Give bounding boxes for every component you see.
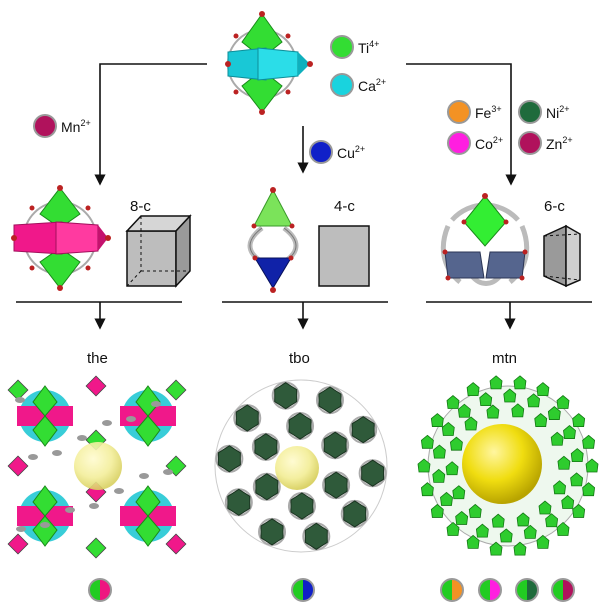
co-ion-dot: [447, 131, 471, 155]
co-ion-label: Co2+: [475, 135, 504, 152]
middle-sbu: [247, 187, 299, 293]
ti-symbol: Ti: [358, 40, 370, 56]
connectivity-4c-label: 4-c: [334, 198, 355, 215]
zn-symbol: Zn: [546, 136, 563, 152]
ni-ion-dot: [518, 100, 542, 124]
zn-ion-dot: [518, 131, 542, 155]
separators: [16, 301, 592, 330]
pie-markers: [88, 578, 575, 602]
ca-charge: 2+: [375, 77, 387, 87]
ti-ion-dot: [330, 35, 354, 59]
net-mtn-label: mtn: [492, 350, 518, 367]
square-node-shape: [318, 225, 370, 287]
net-tbo-label: tbo: [289, 350, 310, 367]
cu-ion-dot: [309, 140, 333, 164]
cu-ion-label: Cu2+: [337, 144, 366, 161]
branch-connectors: [94, 63, 517, 186]
right-sbu: [440, 193, 530, 286]
mn-ion-label: Mn2+: [61, 118, 91, 135]
cu-charge: 2+: [354, 144, 366, 154]
framework-tbo: [214, 379, 388, 553]
pie-marker: [551, 578, 575, 602]
pie-marker: [440, 578, 464, 602]
pie-marker: [291, 578, 315, 602]
ca-ion-dot: [330, 73, 354, 97]
framework-the: [7, 375, 188, 559]
ca-ion-label: Ca2+: [358, 77, 387, 94]
ni-charge: 2+: [559, 104, 570, 114]
ca-symbol: Ca: [358, 78, 376, 94]
mn-ion-dot: [33, 114, 57, 138]
pie-marker: [88, 578, 112, 602]
fe-charge: 3+: [491, 104, 502, 114]
ni-symbol: Ni: [546, 105, 560, 121]
cube-node-shape: [125, 214, 192, 288]
connectivity-6c-label: 6-c: [544, 198, 565, 215]
cu-symbol: Cu: [337, 145, 355, 161]
co-charge: 2+: [492, 135, 504, 145]
co-symbol: Co: [475, 136, 493, 152]
net-the-label: the: [87, 350, 108, 367]
left-sbu: [11, 185, 111, 291]
mn-symbol: Mn: [61, 119, 81, 135]
fe-symbol: Fe: [475, 105, 492, 121]
zn-charge: 2+: [562, 135, 573, 145]
pie-marker: [515, 578, 539, 602]
mn-charge: 2+: [80, 118, 91, 128]
zn-ion-label: Zn2+: [546, 135, 573, 152]
ti-charge: 4+: [369, 39, 380, 49]
prism-node-shape: [543, 224, 581, 288]
ti-ion-label: Ti4+: [358, 39, 380, 56]
fe-ion-dot: [447, 100, 471, 124]
pie-marker: [478, 578, 502, 602]
framework-mtn: [417, 375, 599, 556]
ni-ion-label: Ni2+: [546, 104, 570, 121]
connectivity-8c-label: 8-c: [130, 198, 151, 215]
fe-ion-label: Fe3+: [475, 104, 502, 121]
central-sbu: [225, 11, 313, 115]
